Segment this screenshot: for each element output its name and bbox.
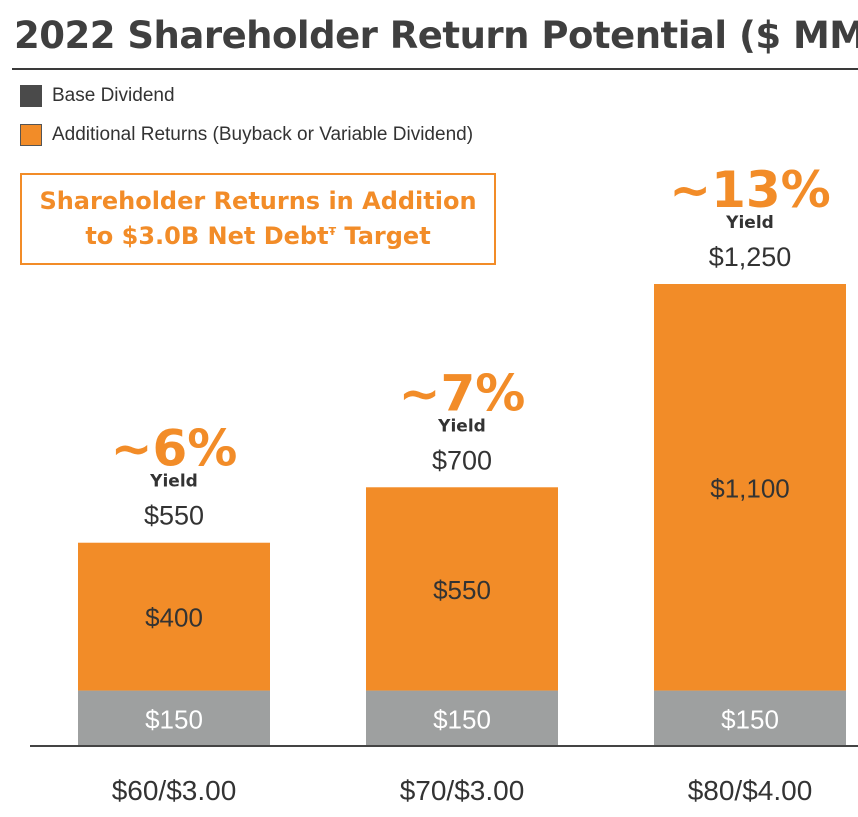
x-tick-label: $70/$3.00	[400, 775, 525, 806]
yield-value: ~7%	[399, 364, 526, 422]
title-divider	[12, 68, 858, 70]
data-label-additional: $400	[145, 603, 203, 633]
callout-footnote-mark: Ŧ	[328, 225, 337, 238]
legend-swatch-additional	[20, 124, 42, 146]
data-label-total: $1,250	[709, 242, 792, 272]
yield-value: ~6%	[111, 420, 238, 478]
data-label-additional: $1,100	[710, 473, 790, 503]
bar-base-dividend	[654, 690, 846, 746]
bar-additional-returns	[366, 487, 558, 691]
legend-label-additional: Additional Returns (Buyback or Variable …	[52, 124, 474, 145]
callout-line-2-suffix: Target	[336, 222, 431, 250]
legend-label-base: Base Dividend	[52, 85, 175, 106]
x-tick-label: $60/$3.00	[112, 775, 237, 806]
data-label-base: $150	[145, 704, 203, 734]
legend-item-base-dividend: Base Dividend	[20, 85, 175, 107]
data-label-base: $150	[433, 704, 491, 734]
bar-base-dividend	[366, 690, 558, 746]
callout-box: Shareholder Returns in Addition to $3.0B…	[20, 173, 496, 265]
page-title: 2022 Shareholder Return Potential ($ MM)	[14, 14, 858, 57]
yield-caption: Yield	[149, 472, 198, 492]
legend-item-additional-returns: Additional Returns (Buyback or Variable …	[20, 124, 473, 146]
bar-additional-returns	[654, 284, 846, 691]
data-label-additional: $550	[433, 575, 491, 605]
callout-line-1: Shareholder Returns in Addition	[39, 187, 477, 216]
bar-base-dividend	[78, 690, 270, 746]
legend-swatch-base	[20, 85, 42, 107]
x-tick-label: $80/$4.00	[688, 775, 813, 806]
data-label-base: $150	[721, 704, 779, 734]
yield-caption: Yield	[437, 416, 486, 436]
yield-value: ~13%	[669, 161, 831, 219]
data-label-total: $700	[432, 445, 492, 475]
callout-line-2-prefix: to $3.0B Net Debt	[85, 222, 329, 250]
bar-additional-returns	[78, 542, 270, 691]
yield-caption: Yield	[725, 213, 774, 233]
callout-line-2: to $3.0B Net DebtŦ Target	[85, 219, 430, 254]
data-label-total: $550	[144, 501, 204, 531]
